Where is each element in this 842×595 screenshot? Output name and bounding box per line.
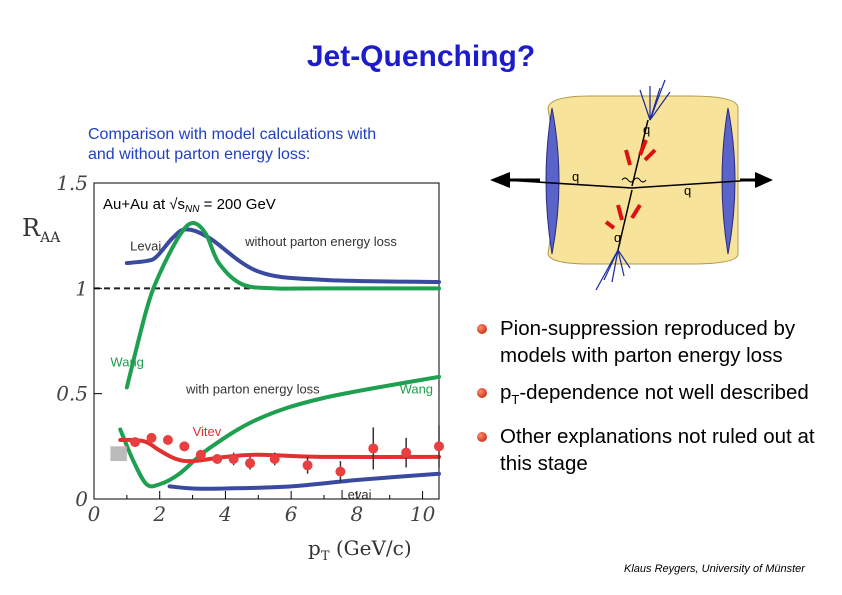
x-axis-label: pT (GeV/c) bbox=[308, 536, 412, 564]
chart-annotation: with parton energy loss bbox=[185, 382, 320, 397]
quark-line-down bbox=[617, 189, 633, 251]
subtitle-line-2: and without parton energy loss: bbox=[88, 146, 311, 163]
y-tick-marks: 0 0.5 1 1.5 bbox=[56, 171, 102, 511]
subtitle-line-1: Comparison with model calculations with bbox=[88, 126, 377, 143]
model-curve bbox=[118, 374, 441, 489]
chart-annotation: Levai bbox=[340, 487, 371, 502]
bullet-item: pT-dependence not well described bbox=[474, 379, 834, 413]
plot-frame bbox=[93, 182, 440, 500]
slide-subtitle: Comparison with model calculations with … bbox=[88, 125, 376, 165]
model-curve bbox=[124, 227, 441, 285]
bullet-list: Pion-suppression reproduced by models wi… bbox=[474, 315, 834, 487]
data-point bbox=[434, 441, 444, 452]
data-point bbox=[269, 453, 280, 464]
quark-line-right bbox=[631, 179, 756, 189]
data-point bbox=[179, 441, 190, 452]
data-point bbox=[335, 466, 346, 477]
x-tick-label: 8 bbox=[350, 502, 363, 526]
y-tick-label: 1 bbox=[75, 276, 88, 300]
chart-annotation: Levai bbox=[130, 238, 161, 253]
chart-title: Au+Au at √sNN = 200 GeV bbox=[103, 196, 276, 215]
systematic-box bbox=[110, 446, 127, 462]
data-point bbox=[368, 443, 379, 454]
model-curves bbox=[118, 221, 441, 491]
x-tick-label: 2 bbox=[152, 502, 166, 526]
y-tick-label: 1.5 bbox=[56, 171, 88, 195]
data-point bbox=[401, 447, 412, 458]
y-tick-label: 0.5 bbox=[56, 382, 88, 406]
quark-label-top: q bbox=[643, 122, 650, 137]
arrow-left-icon bbox=[490, 172, 510, 188]
annotations: Levai without parton energy loss Wang with … bbox=[110, 234, 433, 502]
model-curve bbox=[167, 471, 441, 491]
bullet-icon bbox=[477, 388, 487, 398]
bullet-icon bbox=[477, 432, 487, 443]
model-curve bbox=[124, 221, 441, 390]
chart-annotation: Wang bbox=[110, 354, 143, 369]
raa-chart: 0 2 4 6 8 10 0 0.5 1 1.5 RAA pT (GeV/c) Au+Au at… bbox=[22, 171, 444, 564]
systematic-error-box bbox=[110, 446, 127, 462]
collision-diagram: q q q q bbox=[490, 79, 773, 291]
data-point bbox=[130, 437, 141, 448]
data-points bbox=[130, 425, 444, 483]
bullet-item: Pion-suppression reproduced by models wi… bbox=[474, 315, 834, 369]
author-credit: Klaus Reygers, University of Münster bbox=[624, 563, 805, 575]
gluon-arrow-up-3 bbox=[643, 148, 657, 162]
gluon-arrow-down-1 bbox=[616, 204, 624, 221]
gluon-arrow-up-1 bbox=[624, 149, 632, 166]
chart-annotation: Vitev bbox=[193, 424, 222, 439]
x-tick-label: 4 bbox=[218, 502, 232, 526]
quark-label-right: q bbox=[684, 183, 691, 198]
data-point bbox=[146, 432, 157, 443]
data-point bbox=[302, 460, 313, 471]
quark-label-left: q bbox=[572, 169, 579, 184]
model-curve bbox=[118, 437, 441, 464]
data-point bbox=[212, 453, 223, 464]
x-tick-label: 6 bbox=[285, 502, 298, 526]
arrow-right-icon bbox=[755, 172, 773, 188]
x-tick-label: 0 bbox=[88, 502, 101, 526]
jet-fan-up bbox=[639, 79, 671, 121]
chart-annotation: Wang bbox=[400, 382, 433, 397]
slide-title: Jet-Quenching? bbox=[306, 40, 536, 73]
data-point bbox=[162, 435, 173, 446]
left-nucleus-cap bbox=[545, 107, 560, 255]
chart-annotation: without parton energy loss bbox=[244, 234, 397, 249]
x-tick-label: 10 bbox=[410, 502, 436, 526]
y-tick-label: 0 bbox=[75, 487, 88, 511]
gluon-arrow-down-2 bbox=[630, 203, 642, 220]
gluon-arrow-down-3 bbox=[604, 220, 616, 230]
gluon-arrow-up-2 bbox=[638, 139, 648, 156]
jet-fan-down bbox=[595, 249, 631, 291]
bullet-icon bbox=[477, 324, 487, 334]
data-point bbox=[195, 449, 206, 460]
y-axis-label: RAA bbox=[22, 214, 61, 246]
data-point bbox=[245, 458, 256, 469]
x-tick-marks: 0 2 4 6 8 10 bbox=[88, 491, 436, 526]
bullet-item: Other explanations not ruled out at this… bbox=[474, 423, 834, 477]
quark-label-bottom: q bbox=[614, 230, 621, 245]
data-point bbox=[228, 453, 239, 464]
